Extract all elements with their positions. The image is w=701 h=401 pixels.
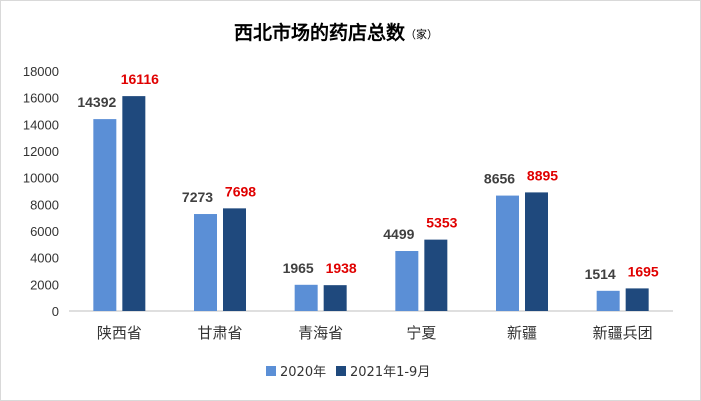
x-tick-label: 甘肃省	[197, 324, 242, 342]
x-axis: 陕西省 甘肃省 青海省 宁夏 新疆 新疆兵团	[97, 324, 653, 342]
data-label-series-1: 7698	[225, 183, 256, 199]
legend-label-series-1: 2021年1-9月	[350, 365, 430, 380]
x-tick-label: 陕西省	[97, 324, 142, 342]
bar-series-1	[122, 96, 146, 312]
bar-series-0	[596, 290, 620, 311]
x-tick-label: 新疆兵团	[593, 324, 653, 342]
data-label-series-1: 1938	[326, 260, 357, 276]
y-tick-label: 0	[52, 304, 59, 319]
y-tick-label: 16000	[23, 91, 59, 106]
data-label-series-1: 8895	[527, 167, 558, 183]
bar-series-0	[93, 119, 117, 312]
data-label-series-0: 1965	[283, 260, 314, 276]
legend: 2020年 2021年1-9月	[266, 365, 430, 380]
data-label-series-0: 7273	[182, 189, 213, 205]
legend-swatch-series-1	[336, 366, 346, 376]
data-label-series-0: 14392	[77, 94, 116, 110]
data-label-series-0: 8656	[484, 171, 515, 187]
y-axis: 0 2000 4000 6000 8000 10000 12000 14000 16000 180…	[23, 64, 59, 319]
x-tick-label: 青海省	[298, 324, 343, 342]
bar-series-1	[323, 285, 347, 311]
y-tick-label: 10000	[23, 171, 59, 186]
chart-title-main: 西北市场的药店总数	[234, 21, 406, 44]
bar-series-0	[194, 214, 217, 311]
data-label-series-1: 1695	[628, 263, 659, 279]
y-tick-label: 4000	[30, 251, 59, 266]
bar-series-1	[625, 288, 649, 311]
x-tick-label: 宁夏	[406, 324, 436, 342]
x-tick-label: 新疆	[507, 324, 537, 342]
data-label-series-1: 16116	[121, 71, 159, 87]
y-tick-label: 18000	[23, 64, 59, 79]
y-tick-label: 8000	[30, 197, 59, 212]
y-tick-label: 2000	[30, 277, 59, 292]
chart-title-unit: （家）	[405, 27, 438, 41]
legend-label-series-0: 2020年	[280, 365, 326, 380]
bar-series-0	[395, 251, 419, 311]
y-tick-label: 12000	[23, 144, 59, 159]
bar-series-0	[496, 195, 519, 311]
bars: 14392 16116 7273 7698 1965 1938 4499 5353 8656 88…	[77, 71, 659, 312]
bar-series-0	[294, 284, 318, 311]
legend-swatch-series-0	[266, 366, 276, 376]
bar-series-1	[525, 192, 548, 311]
bar-series-1	[424, 239, 448, 311]
y-tick-label: 6000	[30, 224, 59, 239]
bar-series-1	[223, 208, 246, 311]
chart-title: 西北市场的药店总数（家）	[234, 21, 438, 44]
y-tick-label: 14000	[23, 117, 59, 132]
data-label-series-0: 1514	[585, 266, 616, 282]
data-label-series-0: 4499	[383, 226, 414, 242]
data-label-series-1: 5353	[426, 215, 457, 231]
